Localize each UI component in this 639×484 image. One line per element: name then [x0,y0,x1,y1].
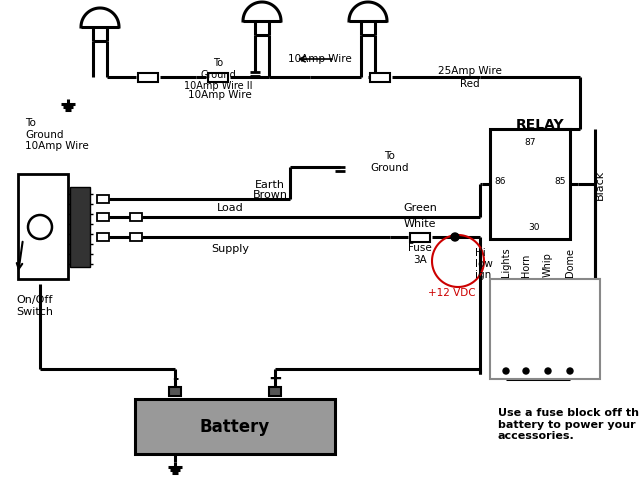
Text: +: + [268,369,282,387]
Text: Brown: Brown [252,190,288,199]
Text: Fuse
3A: Fuse 3A [408,242,432,264]
Text: 30: 30 [528,223,540,232]
Text: 25Amp Wire: 25Amp Wire [438,66,502,76]
Text: 86: 86 [494,176,505,185]
Bar [169,387,181,396]
Bar [410,233,430,242]
Text: +12 VDC: +12 VDC [428,287,476,297]
Text: White: White [404,219,436,228]
Text: Dome: Dome [565,247,575,276]
Text: ign: ign [475,270,491,279]
Text: RELAY: RELAY [516,118,564,132]
Text: Red: Red [460,79,480,89]
Circle shape [545,368,551,374]
Circle shape [523,368,529,374]
Bar [97,233,109,242]
Circle shape [28,215,52,240]
Text: Use a fuse block off the
battery to power your
accessories.: Use a fuse block off the battery to powe… [498,407,639,440]
Text: Green: Green [403,203,437,212]
Bar [97,213,109,222]
Bar [97,196,109,204]
Text: 10Amp Wire: 10Amp Wire [288,54,352,64]
Text: Horn: Horn [521,253,531,276]
Bar [135,399,335,454]
Text: -: - [172,371,178,386]
Text: On/Off
Switch: On/Off Switch [17,294,54,316]
Bar [130,233,142,242]
Circle shape [567,368,573,374]
Bar [490,130,570,240]
Bar [138,74,158,82]
Text: To
Ground: To Ground [371,151,409,172]
Text: Battery: Battery [200,418,270,436]
Text: To
Ground
10Amp Wire II: To Ground 10Amp Wire II [184,58,252,91]
Text: Supply: Supply [211,243,249,254]
Text: low: low [475,258,493,269]
Text: Whip: Whip [543,252,553,276]
Bar [269,387,281,396]
Bar [130,213,142,222]
Text: Load: Load [217,203,243,212]
Bar [490,279,600,379]
Text: Hi: Hi [475,247,486,257]
Text: 87: 87 [524,138,535,147]
Text: 85: 85 [554,176,566,185]
Text: Lights: Lights [501,247,511,276]
Text: 10Amp Wire: 10Amp Wire [188,90,252,100]
Bar [208,74,228,82]
Bar [370,74,390,82]
Circle shape [451,233,459,242]
Bar [70,188,90,268]
Text: To
Ground
10Amp Wire: To Ground 10Amp Wire [25,118,89,151]
Text: Earth: Earth [255,180,285,190]
Circle shape [503,368,509,374]
Bar [18,175,68,279]
Text: Black: Black [595,169,605,200]
